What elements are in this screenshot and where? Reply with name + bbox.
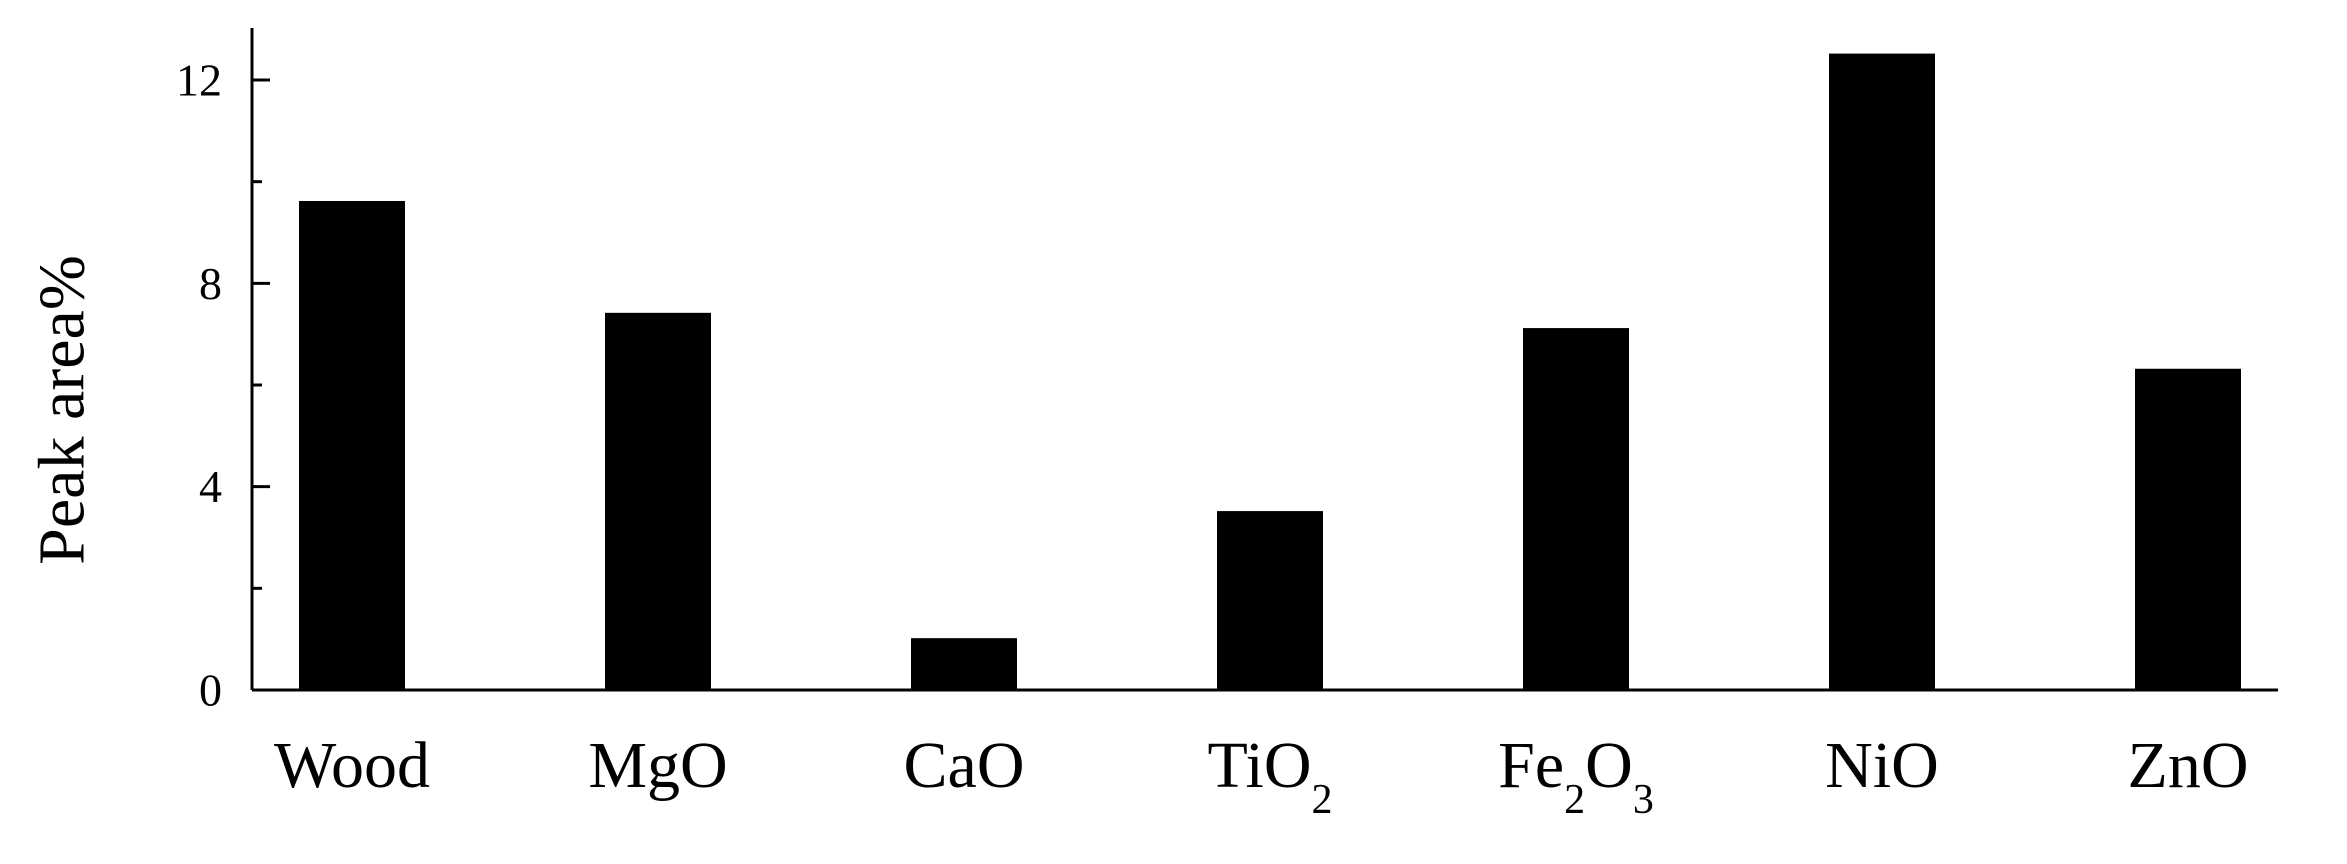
x-tick-label: ZnO	[2128, 729, 2249, 802]
x-tick-label: MgO	[588, 729, 727, 802]
y-tick-label: 12	[176, 55, 222, 106]
bars	[299, 53, 2241, 692]
x-axis-tick-labels: Wood MgO CaO TiO2 Fe2O3 NiO ZnO	[274, 729, 2249, 823]
bar-nio	[1829, 53, 1935, 692]
y-tick-label: 4	[199, 461, 222, 512]
bar-wood	[299, 201, 405, 691]
x-tick-label: Fe2O3	[1498, 729, 1654, 823]
x-tick-label: Wood	[274, 729, 430, 802]
y-tick-label: 8	[199, 258, 222, 309]
x-tick-label: CaO	[904, 729, 1025, 802]
bar-cao	[911, 638, 1017, 692]
bar-tio2	[1217, 511, 1323, 691]
bar-fe2o3	[1523, 328, 1629, 691]
x-tick-label: TiO2	[1208, 729, 1333, 823]
y-tick-label: 0	[199, 665, 222, 716]
y-axis-title: Peak area%	[26, 255, 99, 565]
y-axis-ticks: 0 4 8 12	[176, 55, 270, 716]
bar-zno	[2135, 368, 2241, 691]
x-tick-label: NiO	[1825, 729, 1939, 802]
bar-mgo	[605, 312, 711, 691]
